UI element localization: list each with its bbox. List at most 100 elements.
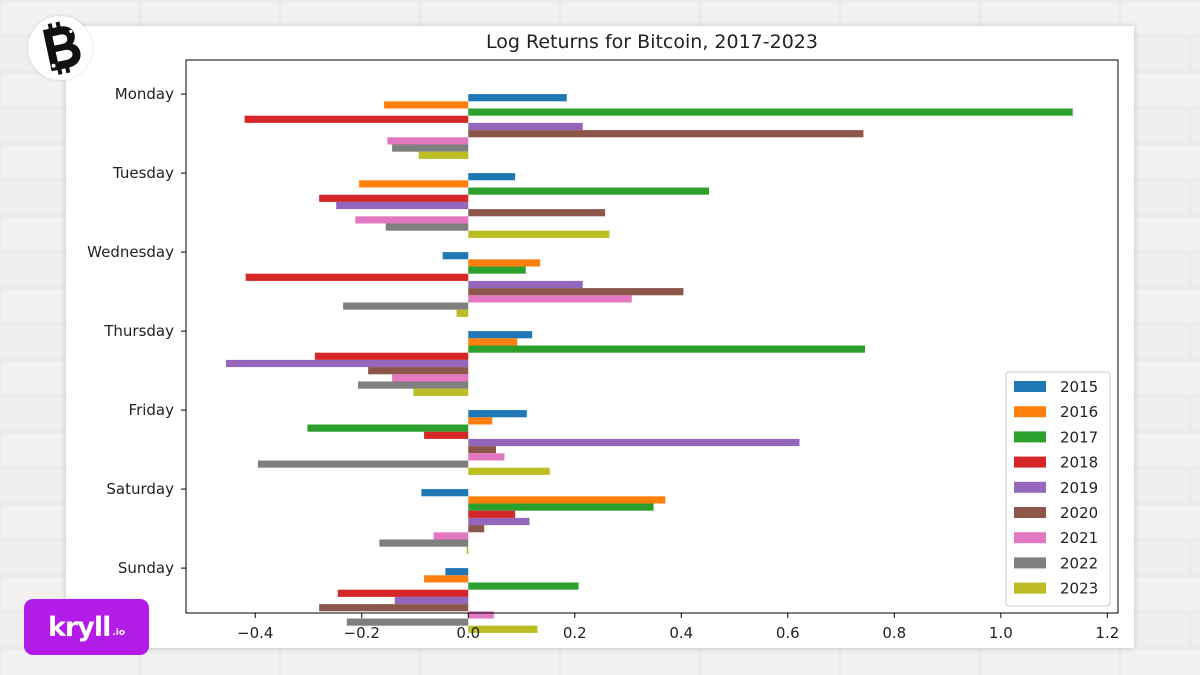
- bar-wednesday-2018: [245, 273, 469, 281]
- bar-wednesday-2021: [468, 295, 632, 303]
- bar-wednesday-2022: [343, 302, 469, 310]
- plot-frame: [185, 59, 1119, 614]
- bar-saturday-2015: [421, 489, 469, 497]
- x-tick-label: 0.4: [669, 624, 693, 642]
- bar-wednesday-2020: [468, 288, 684, 296]
- bar-tuesday-2016: [359, 180, 469, 188]
- legend-swatch-2020: [1014, 507, 1046, 518]
- bar-tuesday-2018: [319, 194, 469, 202]
- legend-swatch-2022: [1014, 557, 1046, 569]
- x-tick-label: 1.0: [989, 624, 1013, 642]
- legend-label-2015: 2015: [1060, 378, 1098, 396]
- bar-thursday-2016: [468, 338, 518, 346]
- bar-saturday-2021: [433, 532, 469, 540]
- bar-saturday-2016: [468, 496, 666, 504]
- legend-label-2016: 2016: [1060, 403, 1098, 421]
- y-tick-label: Thursday: [103, 322, 174, 340]
- legend-label-2018: 2018: [1060, 454, 1098, 472]
- legend-label-2022: 2022: [1060, 554, 1098, 572]
- legend-label-2017: 2017: [1060, 428, 1098, 446]
- y-tick-label: Saturday: [106, 480, 174, 498]
- bar-thursday-2020: [368, 367, 469, 375]
- bar-friday-2020: [468, 446, 496, 454]
- bar-tuesday-2019: [336, 201, 469, 210]
- chart-title: Log Returns for Bitcoin, 2017-2023: [486, 31, 818, 53]
- bar-wednesday-2015: [442, 252, 469, 260]
- bar-sunday-2022: [346, 618, 469, 626]
- bar-sunday-2016: [424, 575, 469, 583]
- bar-friday-2017: [307, 424, 469, 432]
- bar-tuesday-2017: [468, 187, 709, 195]
- bar-sunday-2023: [468, 625, 538, 633]
- y-tick-label: Friday: [129, 401, 175, 419]
- x-tick-label: 0.0: [456, 624, 480, 642]
- bar-friday-2015: [468, 410, 527, 418]
- bar-friday-2021: [468, 453, 505, 461]
- bar-monday-2016: [384, 101, 469, 109]
- bar-monday-2017: [468, 108, 1073, 116]
- bar-monday-2022: [392, 144, 469, 152]
- bar-saturday-2019: [468, 517, 530, 526]
- bar-thursday-2018: [314, 352, 469, 360]
- bitcoin-b-icon: [42, 21, 81, 75]
- y-tick-label: Wednesday: [87, 243, 174, 261]
- bars-group: [225, 94, 1073, 633]
- kryll-logo: kryll .io: [24, 599, 149, 655]
- legend: 2015 2016 2017 2018 2019 2020 2021 2022 2023: [1005, 371, 1111, 607]
- bar-monday-2019: [468, 122, 583, 131]
- bar-thursday-2017: [468, 345, 866, 353]
- kryll-logo-suffix: .io: [112, 628, 126, 638]
- bar-tuesday-2021: [355, 216, 469, 224]
- legend-swatch-2021: [1014, 532, 1046, 544]
- bar-saturday-2022: [379, 539, 469, 547]
- kryll-logo-text: kryll: [47, 611, 111, 643]
- x-tick-label: 0.2: [563, 624, 587, 642]
- legend-box: [1005, 371, 1111, 607]
- bar-sunday-2021: [468, 611, 494, 619]
- y-tick-label: Tuesday: [112, 164, 174, 182]
- legend-label-2021: 2021: [1060, 529, 1098, 547]
- legend-swatch-2019: [1014, 481, 1046, 493]
- bar-tuesday-2015: [468, 173, 516, 181]
- plot-area: [186, 60, 1118, 613]
- bar-thursday-2022: [358, 381, 469, 389]
- bar-monday-2021: [387, 137, 469, 145]
- bar-wednesday-2016: [468, 259, 541, 267]
- y-tick-label: Sunday: [118, 559, 174, 577]
- bitcoin-logo: [28, 16, 92, 80]
- bar-monday-2023: [418, 151, 469, 159]
- bar-monday-2018: [244, 115, 469, 123]
- x-tick-label: 0.6: [776, 624, 800, 642]
- bar-sunday-2019: [394, 596, 469, 605]
- bar-friday-2023: [468, 467, 550, 475]
- bar-sunday-2015: [445, 568, 469, 576]
- bar-tuesday-2023: [468, 230, 610, 238]
- y-tick-label: Monday: [115, 85, 174, 103]
- bar-friday-2022: [257, 460, 469, 468]
- x-tick-label: 1.2: [1095, 624, 1119, 642]
- bar-monday-2020: [468, 130, 864, 138]
- legend-swatch-2018: [1014, 456, 1046, 468]
- legend-swatch-2017: [1014, 431, 1046, 443]
- bar-saturday-2018: [468, 510, 516, 518]
- legend-label-2020: 2020: [1060, 504, 1098, 522]
- bar-tuesday-2022: [385, 223, 469, 231]
- bar-wednesday-2019: [468, 280, 583, 289]
- bar-friday-2019: [468, 438, 800, 447]
- x-tick-label: 0.8: [882, 624, 906, 642]
- bar-sunday-2018: [337, 589, 469, 597]
- bar-sunday-2020: [319, 604, 469, 612]
- bar-saturday-2020: [468, 525, 485, 533]
- bar-saturday-2017: [468, 503, 654, 511]
- legend-label-2023: 2023: [1060, 580, 1098, 598]
- bar-wednesday-2017: [468, 266, 526, 274]
- bar-saturday-2023: [466, 546, 469, 554]
- bar-friday-2018: [424, 431, 469, 439]
- legend-swatch-2016: [1014, 406, 1046, 418]
- bar-tuesday-2020: [468, 209, 606, 217]
- bar-monday-2015: [468, 94, 567, 102]
- legend-swatch-2015: [1014, 381, 1046, 392]
- bar-thursday-2019: [225, 359, 469, 368]
- bar-thursday-2021: [392, 374, 469, 382]
